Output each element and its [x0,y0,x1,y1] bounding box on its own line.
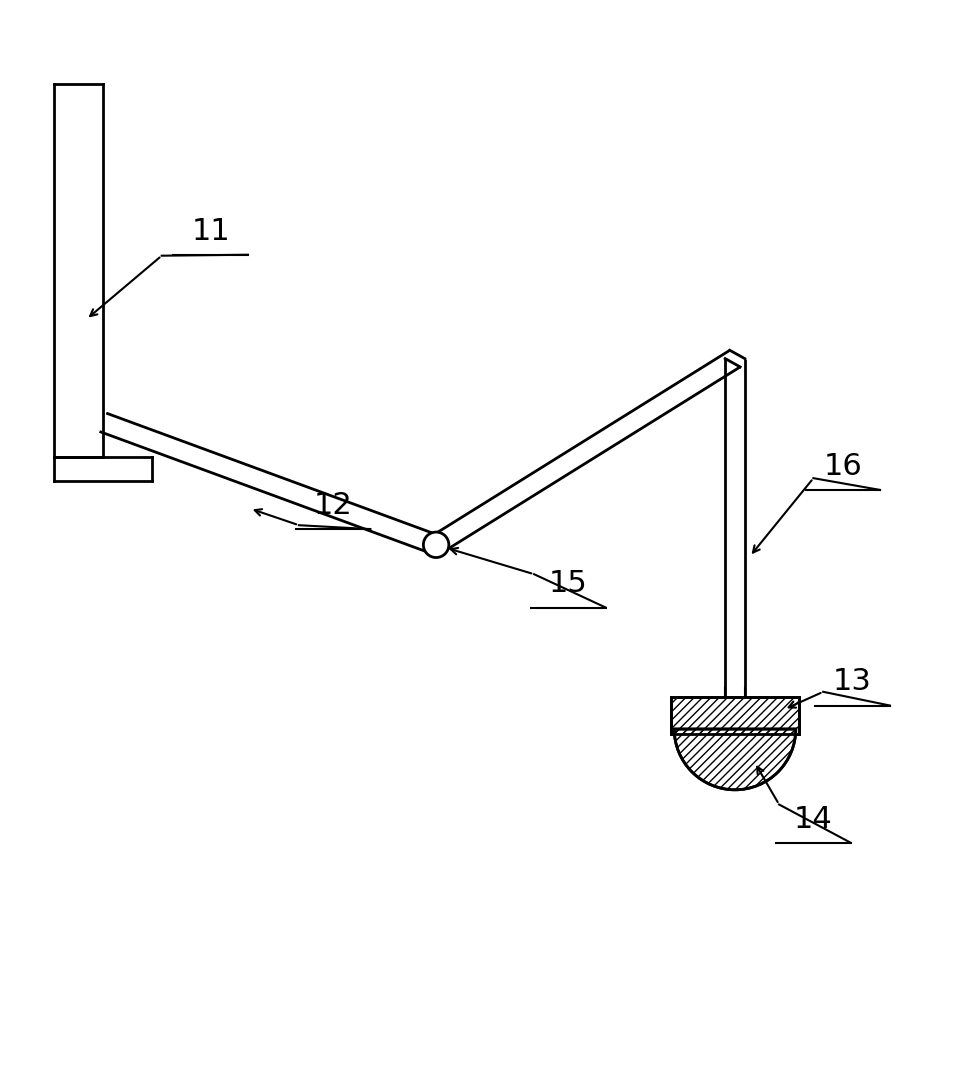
Text: 14: 14 [794,805,833,834]
Text: 12: 12 [314,491,353,520]
Bar [671,697,799,734]
Text: 11: 11 [191,217,230,246]
Circle shape [423,532,449,557]
Text: 13: 13 [833,668,872,697]
Bar [671,697,799,734]
Text: 15: 15 [549,569,588,598]
Text: 16: 16 [823,452,862,480]
Wedge shape [674,729,796,790]
